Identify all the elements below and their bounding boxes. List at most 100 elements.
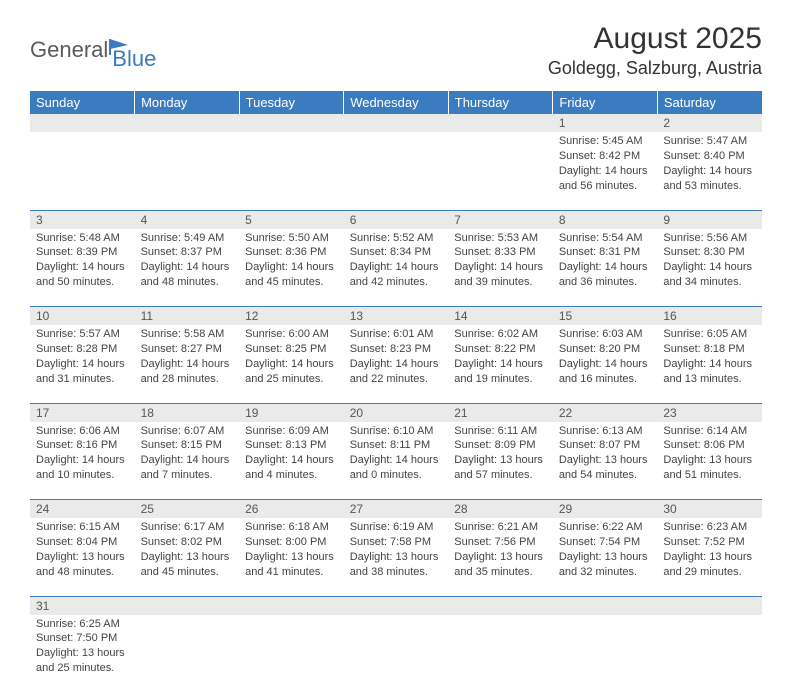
day-number: 9	[657, 210, 762, 229]
day-number	[344, 114, 449, 132]
title-block: August 2025 Goldegg, Salzburg, Austria	[548, 22, 762, 79]
day-number: 14	[448, 307, 553, 326]
day-cell	[448, 132, 553, 210]
location: Goldegg, Salzburg, Austria	[548, 58, 762, 79]
col-thursday: Thursday	[448, 91, 553, 114]
day-number: 30	[657, 500, 762, 519]
col-sunday: Sunday	[30, 91, 135, 114]
logo-text-general: General	[30, 37, 108, 63]
day-number: 27	[344, 500, 449, 519]
day-cell	[344, 132, 449, 210]
daynum-row: 24252627282930	[30, 500, 762, 519]
day-cell: Sunrise: 6:11 AM Sunset: 8:09 PM Dayligh…	[448, 422, 553, 500]
day-number	[239, 114, 344, 132]
day-cell	[239, 132, 344, 210]
day-number: 13	[344, 307, 449, 326]
col-wednesday: Wednesday	[344, 91, 449, 114]
day-cell: Sunrise: 6:07 AM Sunset: 8:15 PM Dayligh…	[135, 422, 240, 500]
day-cell	[553, 615, 658, 693]
day-number: 3	[30, 210, 135, 229]
col-tuesday: Tuesday	[239, 91, 344, 114]
day-number: 19	[239, 403, 344, 422]
day-number: 25	[135, 500, 240, 519]
day-cell: Sunrise: 6:21 AM Sunset: 7:56 PM Dayligh…	[448, 518, 553, 596]
col-friday: Friday	[553, 91, 658, 114]
content-row: Sunrise: 6:06 AM Sunset: 8:16 PM Dayligh…	[30, 422, 762, 500]
daynum-row: 3456789	[30, 210, 762, 229]
month-title: August 2025	[548, 22, 762, 56]
day-cell: Sunrise: 6:05 AM Sunset: 8:18 PM Dayligh…	[657, 325, 762, 403]
day-cell: Sunrise: 6:25 AM Sunset: 7:50 PM Dayligh…	[30, 615, 135, 693]
content-row: Sunrise: 5:45 AM Sunset: 8:42 PM Dayligh…	[30, 132, 762, 210]
day-number: 22	[553, 403, 658, 422]
day-cell	[448, 615, 553, 693]
day-header-row: Sunday Monday Tuesday Wednesday Thursday…	[30, 91, 762, 114]
day-number: 29	[553, 500, 658, 519]
day-cell: Sunrise: 6:03 AM Sunset: 8:20 PM Dayligh…	[553, 325, 658, 403]
day-cell: Sunrise: 6:23 AM Sunset: 7:52 PM Dayligh…	[657, 518, 762, 596]
col-monday: Monday	[135, 91, 240, 114]
content-row: Sunrise: 6:25 AM Sunset: 7:50 PM Dayligh…	[30, 615, 762, 693]
day-number: 7	[448, 210, 553, 229]
day-number: 6	[344, 210, 449, 229]
content-row: Sunrise: 6:15 AM Sunset: 8:04 PM Dayligh…	[30, 518, 762, 596]
day-cell: Sunrise: 6:14 AM Sunset: 8:06 PM Dayligh…	[657, 422, 762, 500]
day-number: 1	[553, 114, 658, 132]
day-number: 11	[135, 307, 240, 326]
day-number: 8	[553, 210, 658, 229]
day-cell: Sunrise: 6:19 AM Sunset: 7:58 PM Dayligh…	[344, 518, 449, 596]
day-cell	[135, 132, 240, 210]
day-cell: Sunrise: 5:53 AM Sunset: 8:33 PM Dayligh…	[448, 229, 553, 307]
day-number: 24	[30, 500, 135, 519]
col-saturday: Saturday	[657, 91, 762, 114]
day-cell: Sunrise: 5:57 AM Sunset: 8:28 PM Dayligh…	[30, 325, 135, 403]
day-cell: Sunrise: 6:10 AM Sunset: 8:11 PM Dayligh…	[344, 422, 449, 500]
day-cell: Sunrise: 6:09 AM Sunset: 8:13 PM Dayligh…	[239, 422, 344, 500]
day-cell	[239, 615, 344, 693]
day-number: 10	[30, 307, 135, 326]
content-row: Sunrise: 5:48 AM Sunset: 8:39 PM Dayligh…	[30, 229, 762, 307]
calendar-table: Sunday Monday Tuesday Wednesday Thursday…	[30, 91, 762, 693]
day-cell: Sunrise: 6:17 AM Sunset: 8:02 PM Dayligh…	[135, 518, 240, 596]
day-number: 16	[657, 307, 762, 326]
day-number	[30, 114, 135, 132]
day-number: 15	[553, 307, 658, 326]
day-number	[448, 114, 553, 132]
day-cell	[657, 615, 762, 693]
day-cell: Sunrise: 5:54 AM Sunset: 8:31 PM Dayligh…	[553, 229, 658, 307]
day-cell	[30, 132, 135, 210]
day-cell: Sunrise: 6:15 AM Sunset: 8:04 PM Dayligh…	[30, 518, 135, 596]
day-cell: Sunrise: 6:18 AM Sunset: 8:00 PM Dayligh…	[239, 518, 344, 596]
day-number: 28	[448, 500, 553, 519]
day-number: 26	[239, 500, 344, 519]
day-number: 4	[135, 210, 240, 229]
day-cell: Sunrise: 5:58 AM Sunset: 8:27 PM Dayligh…	[135, 325, 240, 403]
logo: General Blue	[30, 28, 156, 72]
day-number: 23	[657, 403, 762, 422]
day-cell: Sunrise: 6:00 AM Sunset: 8:25 PM Dayligh…	[239, 325, 344, 403]
day-cell: Sunrise: 5:52 AM Sunset: 8:34 PM Dayligh…	[344, 229, 449, 307]
day-cell: Sunrise: 5:47 AM Sunset: 8:40 PM Dayligh…	[657, 132, 762, 210]
day-cell: Sunrise: 6:22 AM Sunset: 7:54 PM Dayligh…	[553, 518, 658, 596]
day-number: 12	[239, 307, 344, 326]
day-number: 2	[657, 114, 762, 132]
day-cell: Sunrise: 5:45 AM Sunset: 8:42 PM Dayligh…	[553, 132, 658, 210]
day-number: 20	[344, 403, 449, 422]
header: General Blue August 2025 Goldegg, Salzbu…	[0, 0, 792, 87]
daynum-row: 17181920212223	[30, 403, 762, 422]
day-number: 5	[239, 210, 344, 229]
content-row: Sunrise: 5:57 AM Sunset: 8:28 PM Dayligh…	[30, 325, 762, 403]
day-cell	[135, 615, 240, 693]
daynum-row: 10111213141516	[30, 307, 762, 326]
day-number	[135, 114, 240, 132]
day-cell: Sunrise: 6:02 AM Sunset: 8:22 PM Dayligh…	[448, 325, 553, 403]
day-cell: Sunrise: 5:50 AM Sunset: 8:36 PM Dayligh…	[239, 229, 344, 307]
day-number: 18	[135, 403, 240, 422]
day-cell: Sunrise: 6:01 AM Sunset: 8:23 PM Dayligh…	[344, 325, 449, 403]
day-cell: Sunrise: 5:48 AM Sunset: 8:39 PM Dayligh…	[30, 229, 135, 307]
logo-text-blue: Blue	[112, 46, 156, 72]
daynum-row: 12	[30, 114, 762, 132]
day-number: 21	[448, 403, 553, 422]
day-cell: Sunrise: 6:13 AM Sunset: 8:07 PM Dayligh…	[553, 422, 658, 500]
day-cell	[344, 615, 449, 693]
